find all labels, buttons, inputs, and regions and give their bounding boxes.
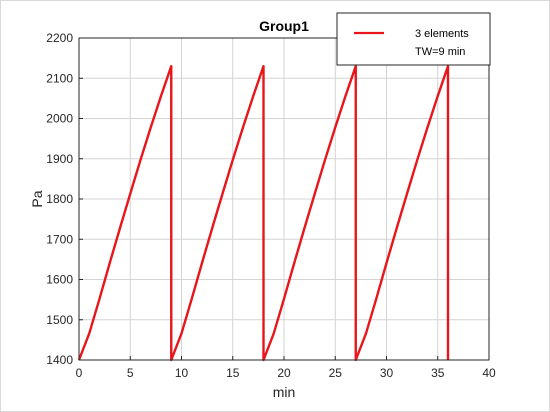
chart-title: Group1 [259,18,309,34]
y-tick-label: 2200 [46,31,73,45]
legend-entry-label: 3 elements [415,28,469,40]
y-tick-label: 2100 [46,71,73,85]
legend-box [336,12,491,66]
legend-entry-note: TW=9 min [415,46,465,58]
y-tick-label: 1800 [46,192,73,206]
x-tick-label: 20 [277,366,291,380]
y-tick-label: 1400 [46,353,73,367]
x-tick-label: 40 [482,366,496,380]
x-tick-label: 35 [431,366,445,380]
x-axis-label: min [273,384,296,400]
y-tick-label: 1700 [46,232,73,246]
y-ticks: 1400 1500 1600 1700 1800 1900 2000 2100 2200 [46,31,83,367]
y-axis-label: Pa [29,190,45,207]
y-tick-label: 1500 [46,313,73,327]
y-tick-label: 2000 [46,112,73,126]
x-tick-label: 30 [380,366,394,380]
x-tick-label: 10 [175,366,189,380]
x-tick-label: 5 [127,366,134,380]
legend: 3 elements TW=9 min [336,12,491,66]
x-tick-label: 25 [329,366,343,380]
x-tick-label: 15 [226,366,240,380]
y-tick-label: 1900 [46,152,73,166]
x-tick-label: 0 [76,366,83,380]
y-tick-label: 1600 [46,273,73,287]
x-ticks: 0 5 10 15 20 25 30 35 40 [76,356,496,380]
